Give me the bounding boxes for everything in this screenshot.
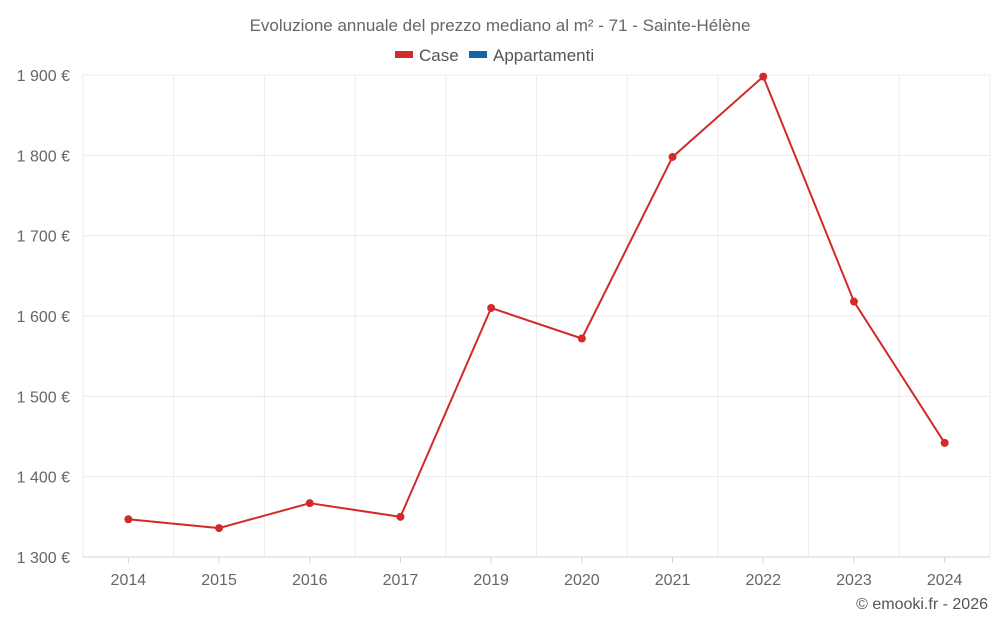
legend-item-case[interactable]: Case bbox=[395, 46, 459, 65]
legend-swatch-case bbox=[395, 51, 413, 58]
data-point[interactable] bbox=[215, 524, 224, 533]
x-tick-label: 2019 bbox=[473, 572, 509, 589]
y-tick-label: 1 500 € bbox=[17, 389, 70, 406]
data-point[interactable] bbox=[124, 515, 133, 524]
series-line bbox=[128, 75, 946, 530]
legend-swatch-appartamenti bbox=[469, 51, 487, 58]
credit-text: © emooki.fr - 2026 bbox=[856, 596, 988, 613]
x-tick-label: 2017 bbox=[383, 572, 419, 589]
legend-label-appartamenti: Appartamenti bbox=[493, 46, 594, 65]
x-tick-label: 2021 bbox=[655, 572, 691, 589]
grid-lines bbox=[82, 74, 991, 558]
data-point[interactable] bbox=[759, 72, 768, 81]
x-tick-label: 2015 bbox=[201, 572, 237, 589]
y-tick-label: 1 600 € bbox=[17, 309, 70, 326]
x-tick-label: 2020 bbox=[564, 572, 600, 589]
data-point[interactable] bbox=[849, 297, 858, 306]
data-point[interactable] bbox=[940, 438, 949, 447]
legend: Case Appartamenti bbox=[395, 46, 594, 65]
x-tick-label: 2016 bbox=[292, 572, 328, 589]
data-point[interactable] bbox=[487, 303, 496, 312]
x-tick-label: 2024 bbox=[927, 572, 963, 589]
chart-title: Evoluzione annuale del prezzo mediano al… bbox=[250, 16, 751, 35]
y-axis: 1 300 € 1 400 € 1 500 € 1 600 € 1 700 € 1 800… bbox=[17, 68, 70, 567]
x-tick-label: 2014 bbox=[111, 572, 147, 589]
x-tick-label: 2023 bbox=[836, 572, 872, 589]
y-tick-label: 1 700 € bbox=[17, 229, 70, 246]
data-point[interactable] bbox=[577, 334, 586, 343]
data-point[interactable] bbox=[305, 499, 314, 508]
y-tick-label: 1 400 € bbox=[17, 470, 70, 487]
y-tick-label: 1 300 € bbox=[17, 550, 70, 567]
data-point[interactable] bbox=[668, 152, 677, 161]
x-axis: 2014 2015 2016 2017 2019 2020 2021 2022 2023 2024 bbox=[83, 556, 990, 589]
legend-item-appartamenti[interactable]: Appartamenti bbox=[469, 46, 594, 65]
y-tick-label: 1 800 € bbox=[17, 148, 70, 165]
data-point[interactable] bbox=[396, 512, 405, 521]
y-tick-label: 1 900 € bbox=[17, 68, 70, 85]
series-layer bbox=[124, 72, 949, 533]
x-tick-label: 2022 bbox=[745, 572, 781, 589]
legend-label-case: Case bbox=[419, 46, 459, 65]
